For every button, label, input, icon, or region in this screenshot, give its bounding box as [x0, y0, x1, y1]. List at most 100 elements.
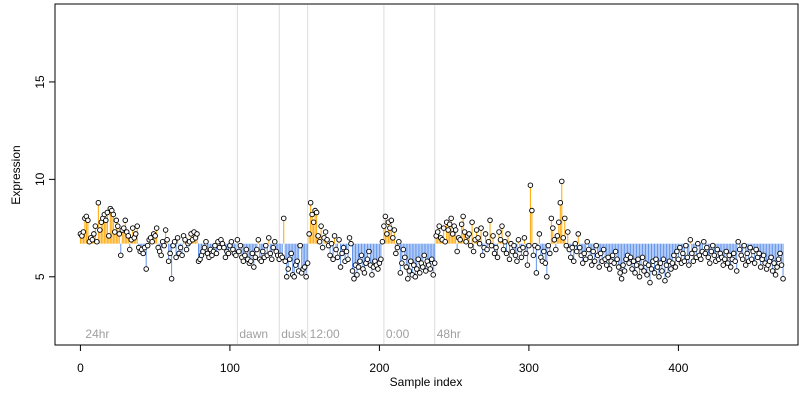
data-point — [771, 260, 777, 266]
data-point — [446, 221, 453, 227]
data-point — [657, 260, 664, 266]
data-point — [484, 246, 490, 253]
data-point — [675, 256, 682, 263]
data-point — [461, 229, 468, 235]
data-point — [340, 244, 347, 251]
x-axis: 0 100 200 300 400 — [77, 344, 689, 375]
data-point — [780, 275, 786, 282]
data-point — [473, 227, 480, 233]
data-point — [249, 250, 256, 257]
data-point — [440, 225, 447, 231]
data-point — [237, 242, 244, 249]
data-point — [710, 242, 716, 249]
data-point — [213, 250, 220, 257]
data-point — [681, 258, 688, 264]
data-point — [85, 217, 91, 224]
data-point — [240, 258, 247, 264]
data-point — [366, 248, 372, 255]
data-point — [339, 250, 345, 257]
data-point — [390, 235, 396, 241]
data-point — [361, 270, 368, 276]
data-point — [698, 256, 704, 263]
data-point — [568, 254, 574, 261]
data-point — [303, 274, 309, 280]
data-point — [506, 256, 513, 263]
data-point — [288, 250, 294, 257]
phase-label: 48hr — [437, 327, 461, 341]
data-point — [327, 252, 333, 259]
data-point — [310, 219, 317, 225]
data-point — [267, 250, 274, 257]
data-point — [255, 237, 262, 243]
data-point — [80, 229, 87, 235]
data-point — [236, 248, 242, 255]
data-point — [551, 237, 558, 243]
data-point — [723, 248, 729, 255]
data-point — [301, 264, 308, 270]
data-point — [345, 256, 351, 263]
data-point — [775, 256, 782, 263]
data-point — [445, 227, 451, 233]
data-point — [430, 272, 436, 278]
data-point — [647, 279, 653, 286]
data-point — [428, 256, 435, 263]
data-point — [741, 242, 747, 249]
data-point — [509, 248, 516, 255]
data-point — [408, 258, 414, 264]
data-point — [258, 258, 265, 264]
phase-label: 12:00 — [310, 327, 340, 341]
data-point — [388, 217, 395, 224]
data-point — [630, 258, 637, 264]
data-point — [319, 244, 326, 251]
data-point — [730, 250, 737, 257]
data-point — [736, 246, 743, 253]
data-point — [554, 233, 561, 239]
data-point — [280, 215, 287, 222]
data-point — [751, 260, 758, 266]
data-point — [542, 260, 549, 266]
x-tick-label: 300 — [519, 361, 539, 375]
data-point — [515, 237, 522, 243]
y-axis: 5 10 15 — [33, 75, 56, 280]
data-point — [768, 254, 774, 261]
data-point — [656, 274, 662, 280]
data-point — [394, 244, 401, 251]
data-point — [639, 254, 646, 261]
data-point — [285, 266, 291, 272]
data-point — [405, 275, 411, 282]
data-point — [369, 272, 375, 278]
data-point — [458, 221, 465, 227]
data-point — [420, 264, 426, 270]
data-point — [222, 254, 229, 261]
data-point — [584, 238, 590, 245]
data-point — [144, 242, 151, 249]
data-point — [375, 266, 381, 272]
phase-label: dusk — [281, 327, 307, 341]
data-point — [487, 217, 493, 224]
data-point — [478, 225, 484, 231]
data-point — [548, 215, 555, 222]
data-point — [183, 246, 190, 253]
data-point — [582, 256, 589, 263]
data-point — [708, 248, 715, 255]
data-point — [686, 262, 692, 268]
data-point — [579, 260, 586, 266]
data-point — [535, 244, 541, 251]
data-point — [636, 274, 643, 280]
data-point — [671, 252, 677, 259]
data-point — [391, 227, 398, 233]
data-point — [475, 235, 481, 241]
data-point — [772, 272, 779, 278]
data-point — [269, 256, 275, 263]
data-point — [626, 260, 632, 266]
data-point — [414, 266, 420, 272]
data-point — [591, 258, 598, 264]
data-point — [632, 270, 638, 276]
data-point — [421, 252, 428, 259]
data-point — [651, 270, 658, 276]
data-point — [560, 235, 567, 241]
data-points — [77, 178, 786, 286]
data-point — [291, 274, 297, 280]
data-point — [618, 275, 625, 282]
